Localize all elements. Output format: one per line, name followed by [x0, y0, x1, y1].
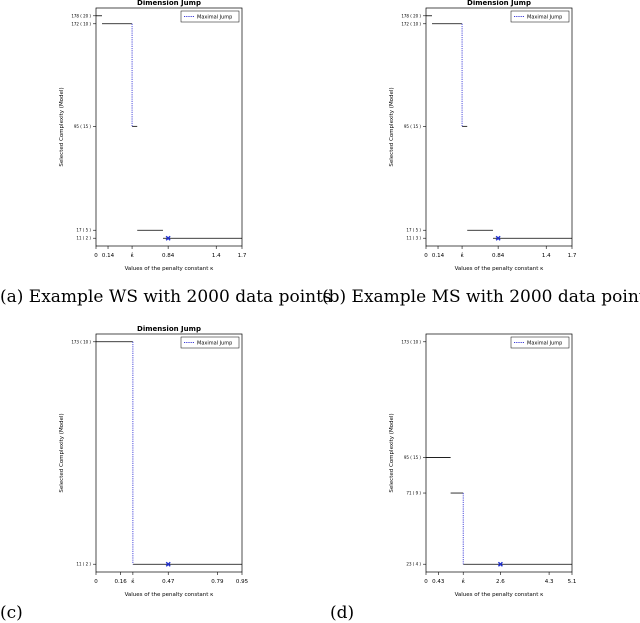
chart-panel-b: Dimension Jump 11 ( 3 ) 17 ( 5 ) 95 ( 15 ) 1…: [382, 0, 582, 272]
y-axis-label: Selected Complexity (Model): [59, 413, 65, 492]
x-tick-label: 4.3: [545, 579, 554, 585]
x-tick-label: 0: [94, 579, 98, 585]
y-tick-label: 95 ( 15 ): [404, 124, 422, 129]
x-tick-label: 0: [94, 253, 98, 259]
y-axis-label: Selected Complexity (Model): [389, 413, 395, 492]
x-axis-label: Values of the penalty constant κ: [125, 266, 215, 272]
y-tick-label: 172 ( 10 ): [401, 21, 421, 26]
y-tick-label: 95 ( 15 ): [404, 455, 422, 460]
x-tick-label: 0.84: [162, 253, 175, 259]
legend-label: Maximal Jump: [197, 341, 232, 347]
y-tick-label: 173 ( 10 ): [71, 339, 91, 344]
kappa-opt-marker: [497, 561, 503, 567]
legend-box: [510, 10, 570, 23]
y-tick-label: 71 ( 9 ): [406, 491, 421, 496]
y-tick-label: 11 ( 2 ): [76, 562, 91, 567]
y-tick-label: 17 ( 5 ): [406, 228, 421, 233]
caption-c: (c): [0, 603, 23, 623]
x-tick-label: 0.95: [236, 579, 249, 585]
x-tick-label: 0.16: [114, 579, 127, 585]
chart-panel-d: 23 ( 4 ) 71 ( 9 ) 95 ( 15 ) 173 ( 10 ) 0 0.43…: [382, 326, 582, 598]
chart-panel-a: Dimension Jump 11 ( 2 ) 17 ( 5 ) 95 ( 15 ) 1…: [52, 0, 252, 272]
dimension-jump-chart-d: 23 ( 4 ) 71 ( 9 ) 95 ( 15 ) 173 ( 10 ) 0 0.43…: [389, 333, 577, 598]
x-tick-label: 5.1: [568, 579, 577, 585]
plot-frame: [425, 7, 573, 247]
dimension-jump-chart-a: Dimension Jump 11 ( 2 ) 17 ( 5 ) 95 ( 15 ) 1…: [59, 0, 247, 272]
x-tick-label: 0: [424, 253, 428, 259]
dimension-jump-chart-c: Dimension Jump 11 ( 2 ) 173 ( 10 ) 0 0.16 κ̂ 0…: [59, 325, 249, 598]
y-axis-label: Selected Complexity (Model): [59, 87, 65, 166]
x-tick-label: 1.7: [568, 253, 577, 259]
caption-a: (a) Example WS with 2000 data points: [0, 287, 332, 307]
legend-label: Maximal Jump: [527, 341, 562, 347]
caption-b: (b) Example MS with 2000 data points: [322, 287, 640, 307]
y-tick-label: 17 ( 5 ): [76, 228, 91, 233]
kappa-opt-marker: [165, 235, 171, 241]
x-tick-label: 0.79: [211, 579, 224, 585]
kappa-opt-marker: [165, 561, 171, 567]
y-tick-label: 178 ( 20 ): [401, 13, 421, 18]
chart-title: Dimension Jump: [137, 325, 201, 333]
plot-frame: [95, 333, 243, 573]
x-axis-label: Values of the penalty constant κ: [125, 592, 215, 598]
y-tick-label: 178 ( 20 ): [71, 13, 91, 18]
legend-label: Maximal Jump: [527, 15, 562, 21]
legend-label: Maximal Jump: [197, 15, 232, 21]
x-tick-label: 0.47: [162, 579, 175, 585]
x-tick-label: κ̂: [130, 253, 134, 259]
chart-panel-c: Dimension Jump 11 ( 2 ) 173 ( 10 ) 0 0.16 κ̂ 0…: [52, 325, 252, 598]
chart-title: Dimension Jump: [137, 0, 201, 7]
y-tick-label: 95 ( 15 ): [74, 124, 92, 129]
x-axis-label: Values of the penalty constant κ: [455, 592, 545, 598]
x-tick-label: 0: [424, 579, 428, 585]
x-tick-label: 0.84: [492, 253, 505, 259]
x-tick-label: 0.14: [432, 253, 445, 259]
plot-frame: [425, 333, 573, 573]
caption-d: (d): [330, 603, 355, 623]
x-tick-label: 0.43: [432, 579, 445, 585]
x-tick-label: κ̂: [131, 579, 135, 585]
legend-box: [510, 336, 570, 349]
x-tick-label: 2.6: [496, 579, 505, 585]
chart-title: Dimension Jump: [467, 0, 531, 7]
y-tick-label: 23 ( 4 ): [406, 562, 421, 567]
x-tick-label: 1.4: [212, 253, 221, 259]
legend-box: [180, 336, 240, 349]
plot-frame: [95, 7, 243, 247]
x-tick-label: 1.7: [238, 253, 247, 259]
dimension-jump-chart-b: Dimension Jump 11 ( 3 ) 17 ( 5 ) 95 ( 15 ) 1…: [389, 0, 577, 272]
kappa-opt-marker: [495, 235, 501, 241]
y-tick-label: 173 ( 10 ): [401, 339, 421, 344]
y-tick-label: 11 ( 2 ): [76, 236, 91, 241]
x-axis-label: Values of the penalty constant κ: [455, 266, 545, 272]
x-tick-label: κ̂: [462, 579, 466, 585]
y-tick-label: 172 ( 10 ): [71, 21, 91, 26]
y-axis-label: Selected Complexity (Model): [389, 87, 395, 166]
x-tick-label: 1.4: [542, 253, 551, 259]
y-tick-label: 11 ( 3 ): [406, 236, 421, 241]
legend-box: [180, 10, 240, 23]
x-tick-label: 0.14: [102, 253, 115, 259]
x-tick-label: κ̂: [460, 253, 464, 259]
